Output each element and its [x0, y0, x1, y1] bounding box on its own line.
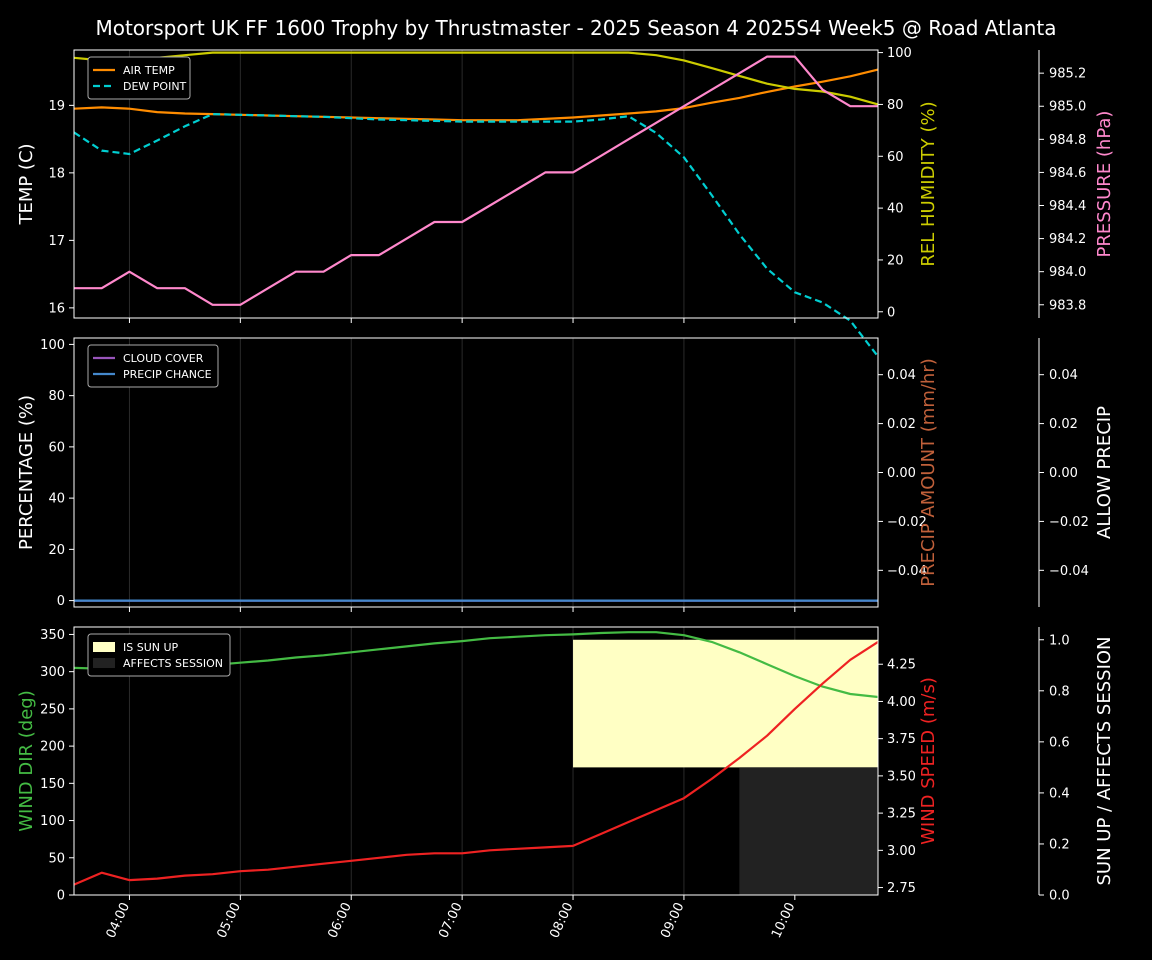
wind-right1-tick-label: 3.50	[887, 769, 916, 784]
precipitation-right1-tick-label: 0.00	[887, 466, 916, 481]
weather-left-tick-label: 17	[48, 234, 65, 249]
weather-left-tick-label: 19	[48, 99, 65, 114]
precipitation-right2-tick-label: 0.04	[1049, 368, 1078, 383]
weather-series-air-temp	[73, 68, 879, 122]
precipitation-right2-tick-label: 0.00	[1049, 466, 1078, 481]
weather-right2-tick-label: 984.8	[1049, 133, 1086, 148]
wind-legend	[87, 633, 231, 677]
wind-right1-tick-label: 4.25	[887, 658, 916, 673]
weather-left-axis-label: TEMP (C)	[16, 143, 37, 225]
precipitation-left-tick-label: 60	[48, 440, 65, 455]
wind-legend-swatch	[93, 658, 115, 668]
precipitation-right2-tick-label: 0.02	[1049, 417, 1078, 432]
weather-legend-label: DEW POINT	[123, 80, 187, 93]
precipitation-right1-tick-label: −0.04	[887, 564, 927, 579]
weather-right1-tick-label: 40	[887, 202, 904, 217]
precipitation-legend-label: CLOUD COVER	[123, 352, 204, 365]
weather-series-dew-point	[73, 112, 879, 358]
weather-legend-label: AIR TEMP	[123, 64, 175, 77]
precipitation-right1-tick-label: −0.02	[887, 515, 927, 530]
weather-right2-tick-label: 985.0	[1049, 100, 1086, 115]
wind-frame	[73, 626, 879, 896]
weather-left-tick-label: 16	[48, 301, 65, 316]
wind-right1-axis-label: WIND SPEED (m/s)	[918, 677, 939, 845]
wind-legend-label: IS SUN UP	[123, 641, 179, 654]
precipitation-legend	[87, 344, 219, 388]
wind-region-affects-session	[739, 767, 878, 895]
weather-left-tick-label: 18	[48, 166, 65, 181]
precipitation-left-tick-label: 0	[57, 594, 65, 609]
weather-right2-tick-label: 984.4	[1049, 199, 1086, 214]
precipitation-left-axis-label: PERCENTAGE (%)	[16, 395, 37, 550]
weather-right2-tick-label: 984.6	[1049, 166, 1086, 181]
weather-frame	[73, 49, 879, 319]
wind-left-tick-label: 150	[40, 777, 65, 792]
precipitation-right2-axis-label: ALLOW PRECIP	[1094, 406, 1115, 539]
precipitation-right2-tick-label: −0.04	[1049, 564, 1089, 579]
weather-right2-axis-label: PRESSURE (hPa)	[1094, 111, 1115, 258]
precipitation-left-tick-label: 80	[48, 389, 65, 404]
weather-right2-tick-label: 984.0	[1049, 265, 1086, 280]
precipitation-right1-tick-label: 0.02	[887, 417, 916, 432]
wind-right1-tick-label: 4.00	[887, 695, 916, 710]
precipitation-right2-tick-label: −0.02	[1049, 515, 1089, 530]
wind-right2-axis-label: SUN UP / AFFECTS SESSION	[1094, 636, 1115, 885]
wind-left-tick-label: 350	[40, 628, 65, 643]
wind-right1-tick-label: 3.75	[887, 732, 916, 747]
weather-right1-tick-label: 80	[887, 98, 904, 113]
wind-left-tick-label: 50	[48, 851, 65, 866]
wind-left-tick-label: 300	[40, 665, 65, 680]
wind-right2-tick-label: 0.2	[1049, 837, 1070, 852]
wind-left-tick-label: 0	[57, 889, 65, 904]
wind-right2-tick-label: 0.4	[1049, 786, 1070, 801]
wind-left-tick-label: 100	[40, 814, 65, 829]
wind-left-axis-label: WIND DIR (deg)	[16, 690, 37, 832]
weather-series-pressure	[74, 55, 878, 306]
precipitation-left-tick-label: 100	[40, 338, 65, 353]
wind-legend-swatch	[93, 642, 115, 652]
wind-right1-tick-label: 2.75	[887, 881, 916, 896]
weather-right2-tick-label: 983.8	[1049, 298, 1086, 313]
weather-legend	[87, 56, 191, 100]
precipitation-right1-tick-label: 0.04	[887, 368, 916, 383]
wind-left-tick-label: 200	[40, 740, 65, 755]
weather-right2-tick-label: 985.2	[1049, 67, 1086, 82]
wind-right1-tick-label: 3.25	[887, 807, 916, 822]
wind-right2-tick-label: 0.6	[1049, 735, 1070, 750]
wind-legend-label: AFFECTS SESSION	[123, 657, 223, 670]
precipitation-left-tick-label: 20	[48, 543, 65, 558]
weather-right1-tick-label: 0	[887, 305, 895, 320]
wind-right2-tick-label: 1.0	[1049, 633, 1070, 648]
weather-right2-tick-label: 984.2	[1049, 232, 1086, 247]
weather-right1-axis-label: REL HUMIDITY (%)	[918, 101, 939, 266]
chart-title: Motorsport UK FF 1600 Trophy by Thrustma…	[95, 16, 1056, 40]
precipitation-right1-axis-label: PRECIP AMOUNT (mm/hr)	[918, 358, 939, 587]
precipitation-left-tick-label: 40	[48, 492, 65, 507]
wind-left-tick-label: 250	[40, 702, 65, 717]
weather-right1-tick-label: 60	[887, 150, 904, 165]
weather-series-rel-humidity	[73, 51, 879, 106]
weather-right1-tick-label: 20	[887, 253, 904, 268]
wind-series-wind-speed	[73, 640, 879, 886]
wind-region-is-sun-up	[573, 639, 878, 768]
precipitation-legend-label: PRECIP CHANCE	[123, 368, 212, 381]
weather-right1-tick-label: 100	[887, 46, 912, 61]
wind-right2-tick-label: 0.8	[1049, 684, 1070, 699]
wind-right1-tick-label: 3.00	[887, 844, 916, 859]
wind-right2-tick-label: 0.0	[1049, 889, 1070, 904]
